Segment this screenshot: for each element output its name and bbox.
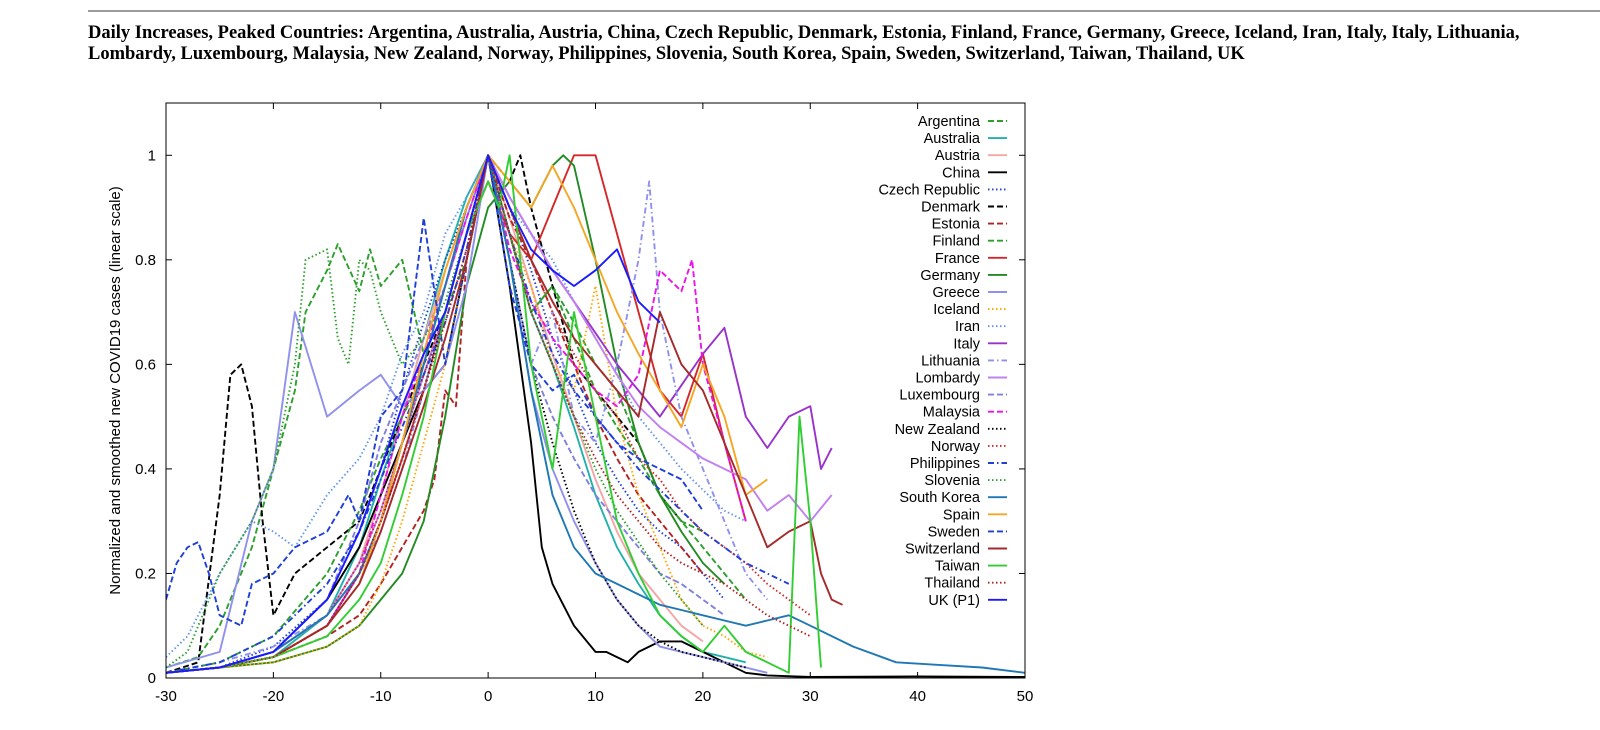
series-line-24: [166, 154, 704, 627]
series-line-20: [166, 154, 790, 674]
legend-label: New Zealand: [895, 422, 980, 438]
page-title: Daily Increases, Peaked Countries: Argen…: [88, 23, 1520, 64]
legend-label: Sweden: [928, 524, 980, 540]
legend-label: Norway: [931, 439, 981, 455]
y-tick-label: 0.8: [135, 252, 156, 269]
line-chart: -30 -20 -10 0 10 20 30 40 50 0 0.2 0.4 0.6 0.8 1 Normal…: [107, 102, 1034, 705]
y-tick-label: 0.4: [135, 461, 156, 478]
x-tick-label: 0: [484, 688, 492, 705]
legend-label: China: [942, 165, 981, 181]
x-tick-label: 10: [587, 688, 604, 705]
y-tick-label: 1: [148, 147, 156, 164]
legend-label: Austria: [935, 148, 981, 164]
y-tick-label: 0: [148, 670, 156, 687]
x-tick-label: 50: [1017, 688, 1034, 705]
legend-label: Lithuania: [921, 353, 981, 369]
series-line-25: [166, 154, 843, 674]
legend-label: Argentina: [918, 114, 981, 130]
legend-label: Czech Republic: [878, 182, 980, 198]
legend-label: Malaysia: [923, 405, 981, 421]
series-line-21: [166, 154, 704, 669]
series-line-26: [166, 154, 822, 674]
series-line-7: [166, 154, 747, 674]
legend-label: Greece: [932, 285, 980, 301]
series-line-12: [166, 154, 747, 658]
legend-label: Denmark: [921, 200, 981, 216]
legend-label: South Korea: [899, 490, 981, 506]
series-line-0: [166, 154, 704, 669]
legend-label: Switzerland: [905, 542, 980, 558]
series-line-2: [166, 154, 704, 674]
y-tick-label: 0.2: [135, 565, 156, 582]
legend-label: Taiwan: [935, 559, 980, 575]
legend-label: UK (P1): [928, 593, 980, 609]
x-tick-label: 20: [695, 688, 712, 705]
legend-label: Estonia: [932, 217, 981, 233]
legend-label: Australia: [924, 131, 981, 147]
x-tick-label: -20: [263, 688, 285, 705]
series-line-15: [166, 154, 833, 674]
series-line-13: [166, 154, 833, 674]
legend-label: Iceland: [933, 302, 980, 318]
y-tick-label: 0.6: [135, 356, 156, 373]
legend-label: Finland: [932, 234, 980, 250]
legend-label: Luxembourg: [899, 388, 980, 404]
top-divider: [88, 10, 1600, 12]
legend-label: Iran: [955, 319, 980, 335]
x-tick-label: 40: [909, 688, 926, 705]
x-tick-label: -10: [370, 688, 392, 705]
x-tick-label: -30: [155, 688, 177, 705]
chart-area: -30 -20 -10 0 10 20 30 40 50 0 0.2 0.4 0.6 0.8 1 Normal…: [0, 95, 1090, 730]
legend-label: Spain: [943, 507, 980, 523]
legend-label: Germany: [920, 268, 980, 284]
x-tick-label: 30: [802, 688, 819, 705]
series-line-6: [166, 154, 704, 674]
legend-label: France: [935, 251, 980, 267]
series-line-27: [166, 154, 811, 674]
legend-label: Philippines: [910, 456, 980, 472]
series-line-17: [166, 154, 747, 674]
series-line-28: [166, 154, 661, 674]
legend-label: Lombardy: [916, 371, 981, 387]
series-line-19: [166, 154, 811, 674]
y-axis-label: Normalized and smoothed new COVID19 case…: [107, 186, 124, 595]
legend-label: Slovenia: [924, 473, 981, 489]
legend-label: Thailand: [924, 576, 980, 592]
legend-label: Italy: [953, 336, 980, 352]
